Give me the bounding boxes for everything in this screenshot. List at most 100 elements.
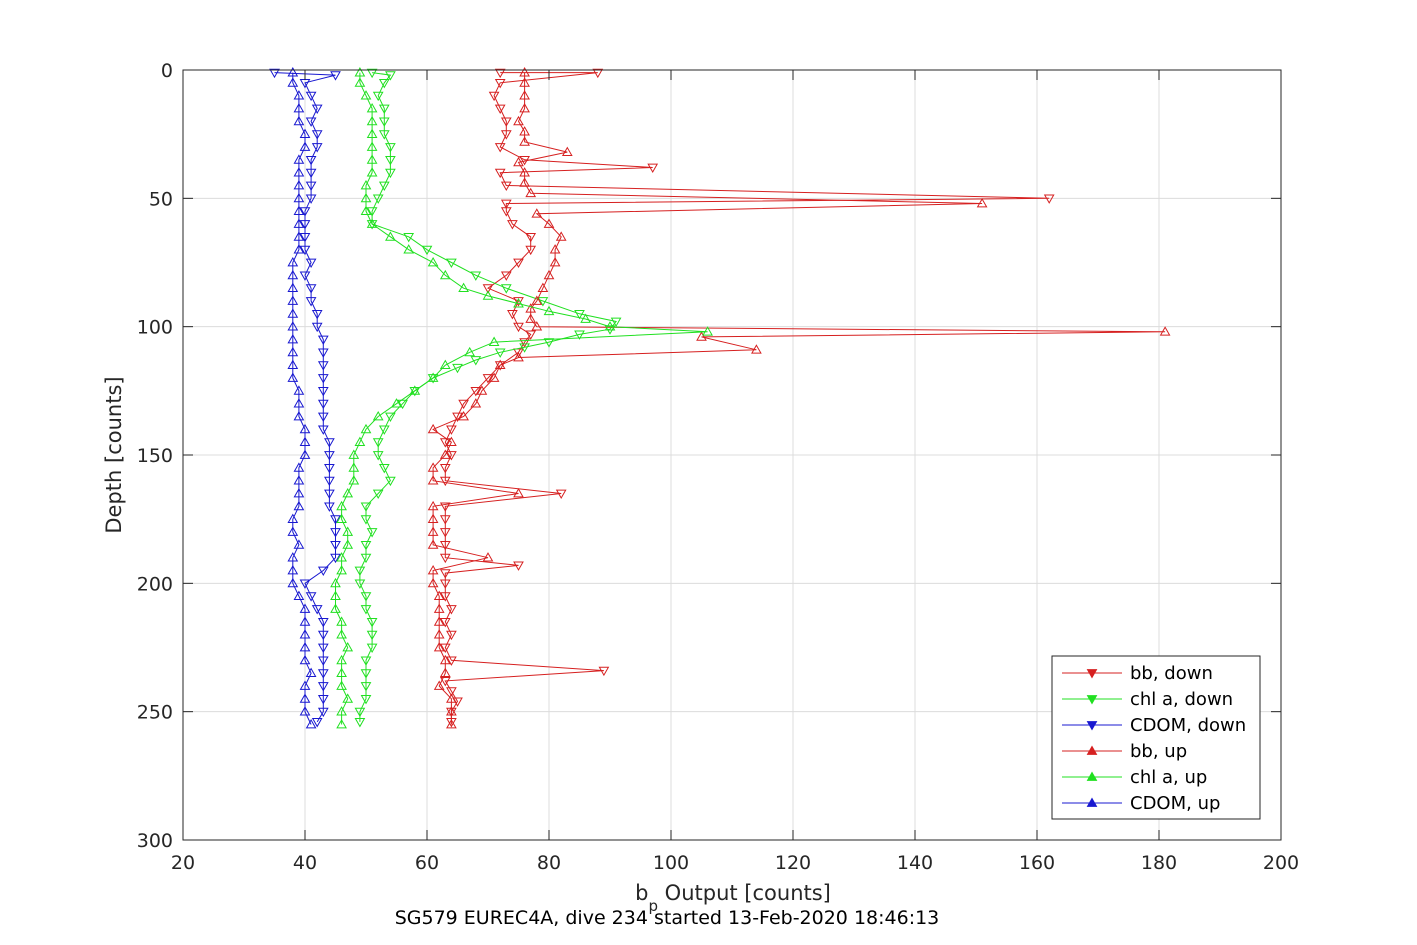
y-axis-label: Depth [counts] (102, 376, 126, 533)
data-point (293, 398, 305, 408)
data-point (360, 694, 372, 705)
data-point (439, 449, 451, 459)
data-point (293, 487, 305, 498)
data-point (458, 410, 469, 421)
data-point (354, 436, 366, 447)
data-point (519, 136, 530, 146)
legend-item: bb, up (1062, 741, 1187, 762)
data-point (299, 449, 311, 459)
data-point (519, 177, 530, 187)
data-point (299, 245, 311, 256)
data-point (317, 669, 329, 679)
data-point (427, 475, 439, 485)
data-point (311, 605, 323, 615)
x-tick-label: 160 (1019, 852, 1055, 874)
data-point (433, 603, 445, 613)
data-point (427, 500, 439, 511)
data-point (293, 385, 305, 395)
data-point (604, 321, 616, 331)
data-point (305, 168, 317, 179)
data-point (293, 244, 305, 254)
data-point (696, 331, 707, 341)
data-point (488, 91, 500, 102)
data-point (470, 271, 482, 281)
data-point (293, 539, 305, 549)
data-point (500, 271, 512, 281)
data-point (287, 321, 299, 331)
data-point (287, 67, 299, 77)
data-point (354, 67, 366, 77)
data-point (439, 540, 451, 551)
data-point (531, 295, 543, 305)
x-tick-label: 20 (171, 852, 195, 874)
x-tick-label: 100 (653, 852, 689, 874)
data-point (360, 669, 372, 679)
data-point (293, 90, 305, 100)
data-point (427, 372, 439, 382)
data-point (287, 577, 299, 588)
data-point (378, 117, 390, 127)
data-point (336, 680, 347, 690)
data-point (421, 245, 433, 256)
series-1 (354, 68, 622, 728)
data-point (439, 676, 451, 687)
data-point (610, 317, 622, 328)
data-point (409, 386, 421, 397)
data-point (439, 579, 451, 589)
data-point (293, 192, 305, 203)
data-point (372, 410, 384, 421)
x-tick-label: 120 (775, 852, 811, 874)
data-point (317, 707, 329, 718)
tick-marks (182, 69, 1282, 841)
data-point (287, 256, 299, 267)
data-point (360, 605, 372, 615)
data-point (366, 207, 378, 217)
data-point (305, 91, 317, 102)
data-point (305, 155, 317, 166)
data-point (342, 641, 354, 652)
data-point (494, 78, 506, 89)
x-tick-label: 60 (415, 852, 439, 874)
data-point (287, 295, 299, 305)
legend-marker (1086, 797, 1098, 807)
data-point (446, 693, 457, 703)
data-point (330, 590, 341, 601)
data-point (293, 218, 305, 228)
data-point (482, 290, 494, 300)
data-point (507, 220, 518, 230)
data-point (574, 309, 585, 320)
legend-label: bb, up (1130, 741, 1187, 762)
y-tick-label: 300 (137, 830, 173, 852)
y-tick-label: 250 (137, 702, 173, 724)
data-point (336, 616, 347, 626)
data-point (519, 126, 530, 136)
data-point (378, 181, 390, 192)
data-point (1043, 194, 1055, 204)
series-0 (439, 68, 1055, 728)
data-point (513, 487, 524, 498)
x-tick-label: 180 (1141, 852, 1177, 874)
data-point (439, 359, 451, 370)
data-point (488, 372, 500, 382)
legend-item: CDOM, down (1062, 715, 1246, 736)
data-point (385, 412, 396, 423)
legend-item: CDOM, up (1062, 793, 1220, 814)
data-point (385, 143, 396, 153)
data-point (476, 385, 488, 395)
data-point (354, 718, 366, 728)
data-point (494, 359, 506, 370)
data-point (427, 513, 439, 524)
data-point (525, 232, 537, 243)
data-point (287, 77, 299, 87)
data-point (336, 513, 347, 524)
series-line (359, 72, 617, 722)
legend-marker (1086, 669, 1098, 679)
data-point (464, 346, 476, 357)
data-point (366, 154, 378, 164)
data-point (537, 282, 549, 293)
data-point (482, 374, 494, 384)
data-point (324, 476, 335, 487)
data-point (513, 156, 524, 167)
data-point (427, 564, 439, 575)
legend: bb, down chl a, down CDOM, down bb, up chl a… (1051, 655, 1261, 820)
